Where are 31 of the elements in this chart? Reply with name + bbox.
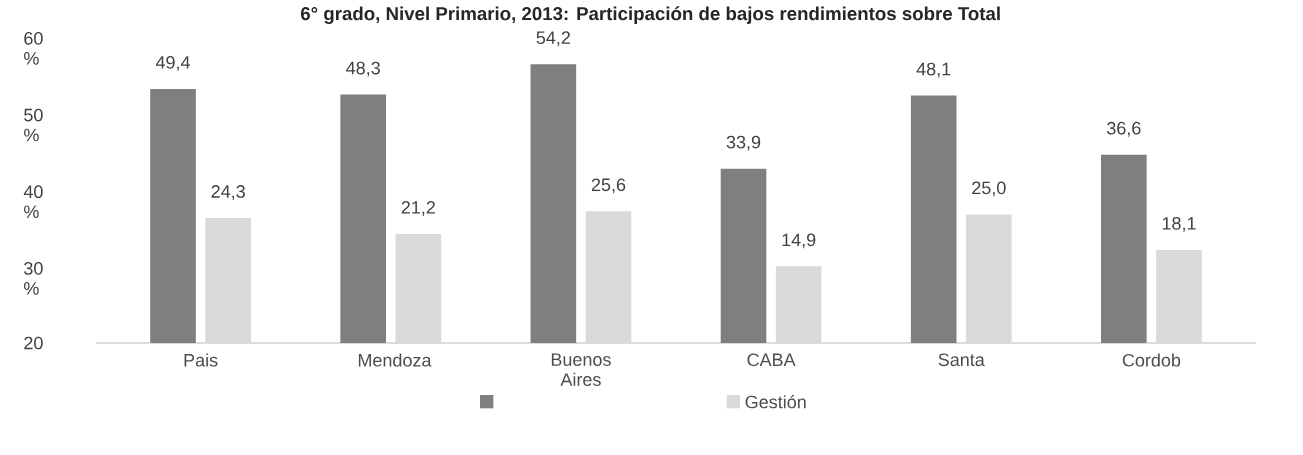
data-label: 21,2: [401, 201, 435, 216]
data-label: 48,1: [916, 62, 951, 78]
data-label: 25,0: [972, 181, 1006, 197]
data-label: 14,9: [782, 233, 816, 249]
legend-label: Gestión: [745, 394, 806, 409]
data-label: 33,9: [726, 135, 761, 151]
y-tick-label: 50 %: [24, 108, 43, 142]
x-tick-label: Buenos Aires: [551, 353, 611, 386]
y-tick-label: 60 %: [24, 32, 43, 65]
data-label: 54,2: [536, 31, 570, 47]
data-label: 49,4: [155, 55, 191, 71]
x-tick-label: Santa: [938, 353, 985, 367]
bar: [530, 64, 577, 343]
x-tick-label: Pais: [184, 353, 218, 367]
y-tick-label: 20: [24, 336, 43, 350]
bar: [910, 95, 957, 343]
x-tick-label: CABA: [747, 353, 796, 367]
bar: [340, 94, 387, 343]
bar: [150, 88, 196, 343]
y-tick-label: 30 %: [24, 262, 43, 295]
bar: [1101, 154, 1147, 343]
data-label: 18,1: [1162, 216, 1196, 232]
chart-title: 6° grado, Nivel Primario, 2013: Participación de bajos rendimientos sobre Total: [300, 6, 1000, 25]
x-tick-label: Cordob: [1122, 353, 1181, 367]
bar: [720, 168, 767, 343]
x-tick-label: Mendoza: [358, 353, 432, 367]
data-label: 48,3: [346, 61, 380, 77]
data-label: 25,6: [591, 178, 626, 194]
y-tick-label: 40 %: [23, 185, 43, 218]
data-label: 36,6: [1107, 121, 1141, 137]
data-label: 24,3: [211, 185, 245, 200]
